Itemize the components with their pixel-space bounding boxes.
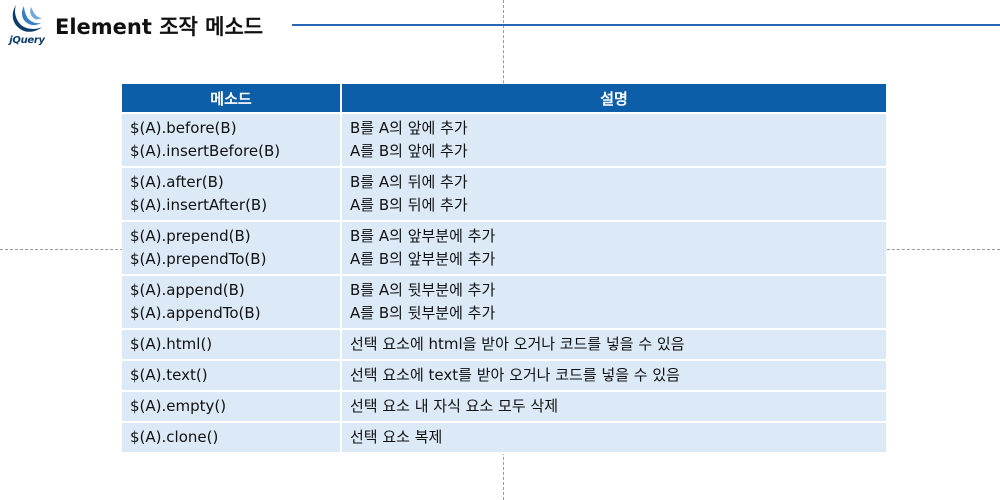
method-cell: $(A).after(B) $(A).insertAfter(B) [122, 167, 342, 222]
slide-header: jQuery Element 조작 메소드 [0, 0, 1000, 55]
table-row: $(A).text() 선택 요소에 text를 받아 오거나 코드를 넣을 수… [122, 360, 886, 392]
table-row: $(A).html() 선택 요소에 html을 받아 오거나 코드를 넣을 수… [122, 329, 886, 361]
method-description: B를 A의 앞부분에 추가 [350, 227, 496, 245]
logo-text: jQuery [9, 35, 45, 46]
column-header-method: 메소드 [122, 84, 342, 114]
description-cell: 선택 요소 복제 [341, 422, 886, 454]
method-description: B를 A의 뒷부분에 추가 [350, 281, 496, 299]
method-description: 선택 요소에 text를 받아 오거나 코드를 넣을 수 있음 [350, 366, 680, 384]
jquery-logo-icon [12, 5, 42, 32]
method-name: $(A).text() [130, 366, 208, 384]
description-cell: 선택 요소에 text를 받아 오거나 코드를 넣을 수 있음 [341, 360, 886, 392]
method-description: A를 B의 앞에 추가 [350, 142, 468, 160]
method-description: 선택 요소에 html을 받아 오거나 코드를 넣을 수 있음 [350, 335, 685, 353]
table-row: $(A).prepend(B) $(A).prependTo(B) B를 A의 … [122, 221, 886, 276]
method-name: $(A).insertAfter(B) [130, 196, 268, 214]
method-cell: $(A).clone() [122, 422, 342, 454]
method-name: $(A).empty() [130, 397, 227, 415]
method-name: $(A).insertBefore(B) [130, 142, 281, 160]
method-name: $(A).html() [130, 335, 213, 353]
method-cell: $(A).text() [122, 360, 342, 392]
table-row: $(A).empty() 선택 요소 내 자식 요소 모두 삭제 [122, 391, 886, 423]
method-name: $(A).after(B) [130, 173, 224, 191]
table-header-row: 메소드 설명 [122, 84, 886, 114]
method-name: $(A).clone() [130, 428, 219, 446]
method-cell: $(A).append(B) $(A).appendTo(B) [122, 275, 342, 330]
method-description: A를 B의 뒤에 추가 [350, 196, 468, 214]
methods-table: 메소드 설명 $(A).before(B) $(A).insertBefore(… [122, 84, 886, 454]
description-cell: B를 A의 뒤에 추가 A를 B의 뒤에 추가 [341, 167, 886, 222]
description-cell: B를 A의 앞부분에 추가 A를 B의 앞부분에 추가 [341, 221, 886, 276]
method-cell: $(A).before(B) $(A).insertBefore(B) [122, 113, 342, 168]
method-description: B를 A의 앞에 추가 [350, 119, 468, 137]
page-title: Element 조작 메소드 [55, 15, 264, 39]
methods-table-container: 메소드 설명 $(A).before(B) $(A).insertBefore(… [122, 84, 886, 454]
method-description: B를 A의 뒤에 추가 [350, 173, 468, 191]
description-cell: B를 A의 앞에 추가 A를 B의 앞에 추가 [341, 113, 886, 168]
method-cell: $(A).empty() [122, 391, 342, 423]
method-description: A를 B의 뒷부분에 추가 [350, 304, 496, 322]
method-name: $(A).append(B) [130, 281, 245, 299]
description-cell: 선택 요소 내 자식 요소 모두 삭제 [341, 391, 886, 423]
method-name: $(A).appendTo(B) [130, 304, 261, 322]
description-cell: B를 A의 뒷부분에 추가 A를 B의 뒷부분에 추가 [341, 275, 886, 330]
method-description: 선택 요소 내 자식 요소 모두 삭제 [350, 397, 559, 415]
method-name: $(A).prependTo(B) [130, 250, 267, 268]
table-row: $(A).before(B) $(A).insertBefore(B) B를 A… [122, 113, 886, 168]
method-description: A를 B의 앞부분에 추가 [350, 250, 496, 268]
method-name: $(A).prepend(B) [130, 227, 251, 245]
method-name: $(A).before(B) [130, 119, 237, 137]
jquery-logo: jQuery [4, 2, 50, 50]
method-description: 선택 요소 복제 [350, 428, 443, 446]
column-header-description: 설명 [341, 84, 886, 114]
title-rule [292, 24, 1000, 26]
table-row: $(A).after(B) $(A).insertAfter(B) B를 A의 … [122, 167, 886, 222]
method-cell: $(A).html() [122, 329, 342, 361]
description-cell: 선택 요소에 html을 받아 오거나 코드를 넣을 수 있음 [341, 329, 886, 361]
table-row: $(A).clone() 선택 요소 복제 [122, 422, 886, 454]
table-row: $(A).append(B) $(A).appendTo(B) B를 A의 뒷부… [122, 275, 886, 330]
method-cell: $(A).prepend(B) $(A).prependTo(B) [122, 221, 342, 276]
